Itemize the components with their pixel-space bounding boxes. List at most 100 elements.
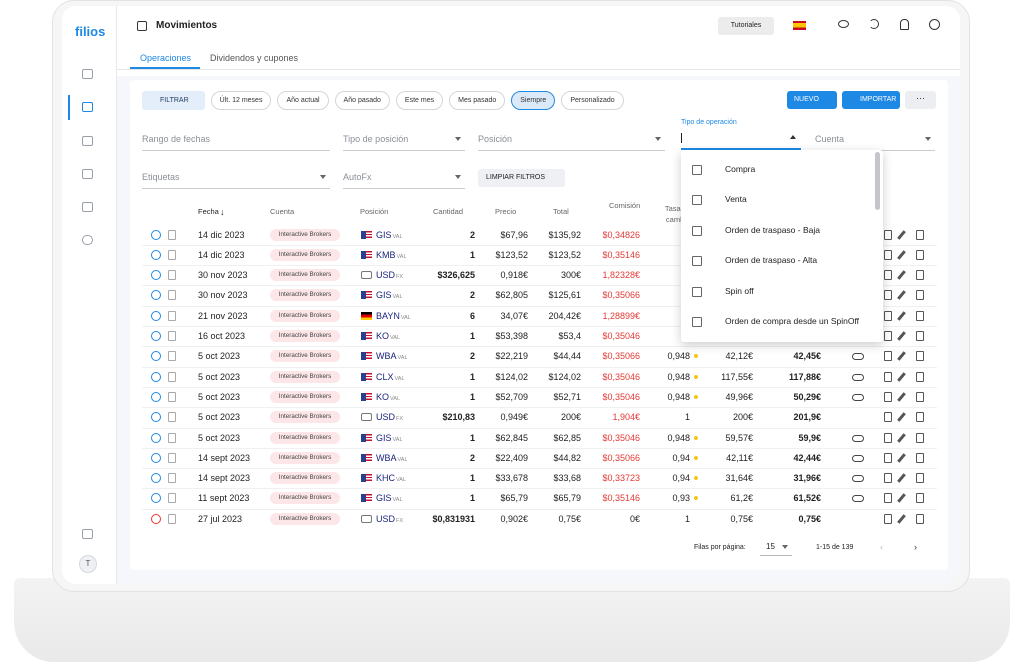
option-checkbox[interactable] xyxy=(692,317,702,327)
period-button[interactable]: Personalizado xyxy=(561,91,624,110)
operation-icon[interactable] xyxy=(151,249,161,260)
prev-page[interactable]: ‹ xyxy=(880,542,883,552)
document-icon[interactable] xyxy=(168,452,176,463)
edit-icon[interactable] xyxy=(897,331,906,341)
edit-icon[interactable] xyxy=(897,371,906,382)
edit-icon[interactable] xyxy=(897,392,906,402)
copy-icon[interactable] xyxy=(884,452,892,463)
document-icon[interactable] xyxy=(168,371,176,382)
edit-icon[interactable] xyxy=(897,412,906,422)
delete-icon[interactable] xyxy=(916,493,924,504)
toggle[interactable] xyxy=(852,454,864,462)
clear-filters-button[interactable]: LIMPIAR FILTROS xyxy=(478,169,565,187)
toggle[interactable] xyxy=(852,495,864,503)
period-button[interactable]: Últ. 12 meses xyxy=(210,91,272,110)
copy-icon[interactable] xyxy=(884,290,892,301)
edit-icon[interactable] xyxy=(897,453,906,463)
operation-icon[interactable] xyxy=(151,493,161,504)
copy-icon[interactable] xyxy=(884,249,892,260)
eye-icon[interactable] xyxy=(838,20,849,28)
toggle[interactable] xyxy=(852,373,864,381)
tab[interactable]: Dividendos y cupones xyxy=(210,53,299,63)
delete-icon[interactable] xyxy=(916,371,924,382)
copy-icon[interactable] xyxy=(884,412,892,423)
document-icon[interactable] xyxy=(168,229,176,240)
edit-icon[interactable] xyxy=(897,310,906,321)
copy-icon[interactable] xyxy=(884,371,892,382)
bell-icon[interactable] xyxy=(900,19,909,30)
edit-icon[interactable] xyxy=(897,250,906,260)
rows-per-page-select[interactable]: 15 xyxy=(760,540,792,556)
delete-icon[interactable] xyxy=(916,249,924,260)
position-field[interactable]: Posición xyxy=(478,131,665,151)
delete-icon[interactable] xyxy=(916,412,924,423)
toggle[interactable] xyxy=(852,475,864,483)
delete-icon[interactable] xyxy=(916,452,924,463)
option-label[interactable]: Orden de compra desde un SpinOff xyxy=(725,316,860,326)
option-label[interactable]: Orden de traspaso - Alta xyxy=(725,255,818,266)
menu-icon[interactable] xyxy=(137,21,147,31)
operation-icon[interactable] xyxy=(151,270,161,281)
theme-icon[interactable] xyxy=(869,19,879,29)
operation-icon[interactable] xyxy=(151,310,161,321)
avatar[interactable]: T xyxy=(79,555,97,573)
copy-icon[interactable] xyxy=(884,493,892,504)
new-button[interactable]: NUEVO xyxy=(787,91,837,109)
option-checkbox[interactable] xyxy=(692,195,702,206)
option-checkbox[interactable] xyxy=(692,225,702,236)
option-label[interactable]: Orden de traspaso - Baja xyxy=(725,224,820,235)
toggle[interactable] xyxy=(852,393,864,401)
edit-icon[interactable] xyxy=(897,432,906,443)
more-button[interactable]: ··· xyxy=(905,91,936,109)
period-button[interactable]: Año actual xyxy=(277,91,329,110)
delete-icon[interactable] xyxy=(916,351,924,362)
operation-icon[interactable] xyxy=(151,513,161,524)
delete-icon[interactable] xyxy=(916,290,924,301)
operation-icon[interactable] xyxy=(151,290,161,301)
nav-icon[interactable] xyxy=(82,202,93,212)
delete-icon[interactable] xyxy=(916,229,924,240)
period-button[interactable]: Este mes xyxy=(395,91,444,110)
delete-icon[interactable] xyxy=(916,331,924,341)
option-checkbox[interactable] xyxy=(692,256,702,267)
document-icon[interactable] xyxy=(168,391,176,402)
toggle[interactable] xyxy=(852,353,864,361)
option-checkbox[interactable] xyxy=(692,286,702,297)
delete-icon[interactable] xyxy=(916,391,924,402)
copy-icon[interactable] xyxy=(884,513,892,524)
delete-icon[interactable] xyxy=(916,432,924,443)
sort-arrow[interactable]: ↓ xyxy=(220,207,225,217)
edit-icon[interactable] xyxy=(897,513,906,524)
document-icon[interactable] xyxy=(168,473,176,484)
operation-icon[interactable] xyxy=(151,371,161,382)
language-flag[interactable] xyxy=(793,21,806,30)
copy-icon[interactable] xyxy=(884,229,892,240)
operation-icon[interactable] xyxy=(151,331,161,341)
delete-icon[interactable] xyxy=(916,513,924,524)
copy-icon[interactable] xyxy=(884,391,892,402)
edit-icon[interactable] xyxy=(897,290,906,301)
copy-icon[interactable] xyxy=(884,270,892,281)
option-label[interactable]: Venta xyxy=(725,194,747,205)
operation-icon[interactable] xyxy=(151,229,161,240)
nav-icon[interactable] xyxy=(82,136,93,146)
nav-icon[interactable] xyxy=(82,235,93,245)
nav-icon[interactable] xyxy=(82,169,93,179)
copy-icon[interactable] xyxy=(884,432,892,443)
document-icon[interactable] xyxy=(168,432,176,443)
edit-icon[interactable] xyxy=(897,270,906,280)
delete-icon[interactable] xyxy=(916,310,924,321)
copy-icon[interactable] xyxy=(884,473,892,484)
edit-icon[interactable] xyxy=(897,351,906,362)
document-icon[interactable] xyxy=(168,270,176,281)
delete-icon[interactable] xyxy=(916,473,924,484)
next-page[interactable]: › xyxy=(914,542,917,552)
copy-icon[interactable] xyxy=(884,310,892,321)
period-button[interactable]: Año pasado xyxy=(334,91,390,110)
tutorials-button[interactable]: Tutoriales xyxy=(718,17,774,35)
period-button[interactable]: Mes pasado xyxy=(449,91,506,110)
operation-icon[interactable] xyxy=(151,432,161,443)
document-icon[interactable] xyxy=(168,412,176,423)
option-label[interactable]: Compra xyxy=(725,164,756,174)
position-type-field[interactable]: Tipo de posición xyxy=(343,131,465,151)
